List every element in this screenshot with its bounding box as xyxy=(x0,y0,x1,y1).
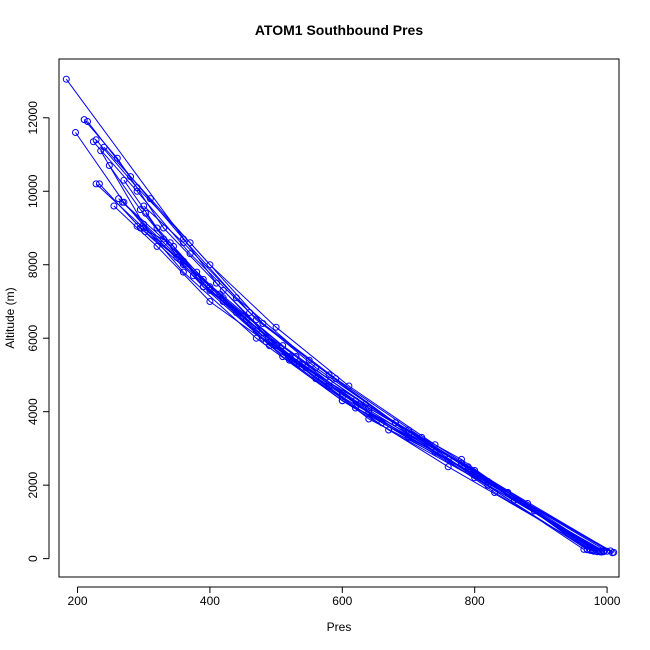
series-line xyxy=(99,183,600,552)
series-line xyxy=(122,201,585,550)
data-point xyxy=(246,309,254,316)
data-point xyxy=(431,448,439,456)
data-point xyxy=(405,426,412,434)
data-point xyxy=(206,298,214,305)
data-point xyxy=(92,180,100,188)
y-tick-label: 6000 xyxy=(26,325,40,352)
series-line xyxy=(103,146,614,553)
data-point xyxy=(186,250,194,258)
data-point xyxy=(133,222,141,230)
data-point xyxy=(266,338,273,346)
data-point xyxy=(186,239,194,247)
data-point xyxy=(595,547,603,555)
data-point xyxy=(464,463,472,471)
y-tick-label: 8000 xyxy=(26,251,40,278)
series-20 xyxy=(119,198,588,553)
series-18 xyxy=(105,162,606,556)
data-point xyxy=(72,129,79,136)
x-tick-label: 600 xyxy=(332,594,352,608)
data-point xyxy=(95,180,103,188)
data-point xyxy=(100,143,108,151)
data-point xyxy=(580,545,588,553)
data-point xyxy=(608,549,616,557)
x-tick-label: 800 xyxy=(465,594,485,608)
data-point xyxy=(272,323,280,331)
series-layer xyxy=(62,75,618,557)
series-19 xyxy=(95,180,603,555)
series-line xyxy=(108,165,603,553)
data-point xyxy=(279,342,287,350)
data-point xyxy=(179,268,187,276)
series-line xyxy=(144,231,588,551)
data-point xyxy=(136,206,144,214)
data-point xyxy=(119,198,126,206)
data-point xyxy=(160,239,168,247)
data-point xyxy=(239,312,247,320)
data-point xyxy=(444,463,452,471)
data-point xyxy=(530,507,538,515)
plot-frame xyxy=(58,58,620,578)
data-point xyxy=(146,195,154,203)
data-point xyxy=(89,138,97,146)
data-point xyxy=(115,195,123,203)
data-point xyxy=(84,118,91,125)
data-point xyxy=(232,309,240,316)
axes-layer: 200 400 600 800 1000020004000600080001000012… xyxy=(26,101,621,608)
data-point xyxy=(62,75,70,83)
data-point xyxy=(606,547,614,555)
data-point xyxy=(598,548,606,556)
series-line xyxy=(93,141,593,552)
data-point xyxy=(338,393,346,401)
data-point xyxy=(189,272,197,280)
data-point xyxy=(338,389,346,397)
data-point xyxy=(292,353,300,361)
x-tick-label: 400 xyxy=(200,594,220,608)
data-point xyxy=(232,294,240,302)
data-point xyxy=(206,283,214,291)
y-tick-label: 4000 xyxy=(26,398,40,425)
data-point xyxy=(444,455,452,463)
x-axis-label: Pres xyxy=(327,620,352,634)
data-point xyxy=(179,257,187,265)
y-tick-label: 12000 xyxy=(26,101,40,135)
data-point xyxy=(153,224,161,232)
y-tick-label: 2000 xyxy=(26,471,40,498)
data-point xyxy=(206,261,214,269)
data-point xyxy=(391,419,399,427)
y-axis-label: Altitude (m) xyxy=(3,287,17,348)
data-point xyxy=(136,224,144,232)
data-point xyxy=(110,202,118,210)
y-tick-label: 10000 xyxy=(26,174,40,208)
data-point xyxy=(133,187,141,195)
chart-title: ATOM1 Southbound Pres xyxy=(255,22,423,38)
x-tick-label: 200 xyxy=(68,594,88,608)
x-tick-label: 1000 xyxy=(594,594,621,608)
data-point xyxy=(105,162,113,169)
y-tick-label: 0 xyxy=(26,555,40,562)
